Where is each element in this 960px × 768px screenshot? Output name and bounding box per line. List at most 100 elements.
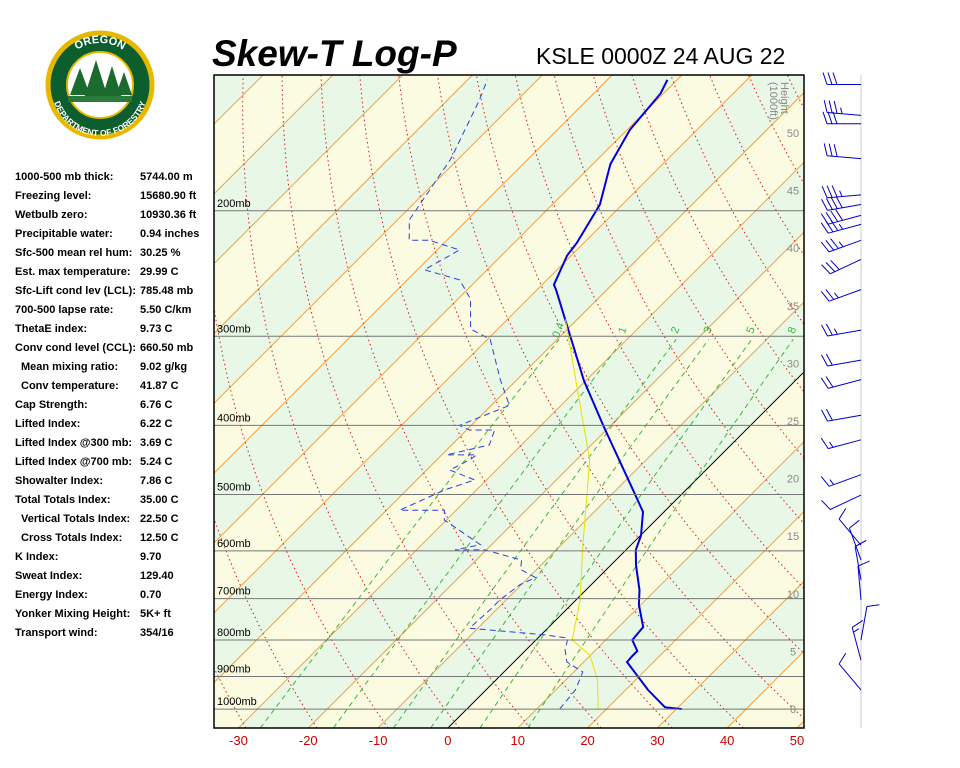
stat-label: K Index: (15, 551, 58, 563)
height-tick-label: 25 (787, 416, 799, 428)
isotherm (447, 371, 804, 728)
stat-value: 12.50 C (140, 532, 179, 544)
wind-barb (821, 353, 862, 367)
stat-value: 10930.36 ft (140, 209, 197, 221)
wind-barb (820, 376, 862, 389)
wind-barb (821, 408, 862, 422)
isotherm (214, 75, 334, 195)
dry-adiabat (943, 75, 960, 728)
wind-barb (821, 323, 862, 337)
stat-value: 41.87 C (140, 380, 179, 392)
y-tick-label: 600mb (217, 538, 251, 550)
isotherm (214, 75, 404, 265)
height-tick-label: 10 (787, 589, 799, 601)
stat-value: 6.22 C (140, 418, 172, 430)
stat-label: Showalter Index: (15, 475, 103, 487)
height-tick-label: 0 (790, 704, 796, 716)
y-tick-label: 700mb (217, 586, 251, 598)
wind-barb (838, 508, 862, 546)
wind-barb (822, 72, 861, 85)
isotherm (238, 161, 804, 728)
wind-barb (838, 652, 862, 691)
mixing-ratio-line (393, 339, 677, 728)
y-tick-label: 800mb (217, 627, 251, 639)
stat-value: 22.50 C (140, 513, 179, 525)
wind-barb (821, 196, 862, 211)
isotherm (796, 720, 804, 728)
isotherm (214, 75, 753, 614)
stat-label: Est. max temperature: (15, 266, 131, 278)
mixing-ratio-label: 5 (744, 325, 757, 335)
temperature-band (214, 75, 804, 683)
wind-barb (823, 100, 862, 116)
stat-value: 15680.90 ft (140, 190, 197, 202)
chart-subtitle: KSLE 0000Z 24 AUG 22 (536, 43, 785, 69)
isotherm (377, 301, 804, 728)
temperature-band (797, 721, 804, 728)
stat-value: 29.99 C (140, 266, 179, 278)
logo-ground (68, 96, 132, 102)
isotherm (657, 580, 804, 728)
wind-barb (820, 289, 862, 302)
stat-value: 5K+ ft (140, 608, 171, 620)
plot-area: 0.4 1 2 3 5 8 (214, 75, 960, 728)
wind-barb (860, 604, 880, 641)
mixing-ratio-label: 2 (669, 325, 682, 335)
height-tick-label: 35 (787, 301, 799, 313)
stat-value: 0.94 inches (140, 228, 199, 240)
dry-adiabat (242, 75, 460, 728)
temperature-band (214, 92, 804, 728)
wind-barb (820, 474, 862, 487)
wind-barbs (820, 72, 880, 691)
height-tick-label: 15 (787, 531, 799, 543)
dry-adiabat (398, 75, 744, 728)
x-tick-label: 50 (790, 733, 804, 748)
stat-value: 5744.00 m (140, 171, 193, 183)
stat-value: 0.70 (140, 589, 161, 601)
stat-value: 785.48 mb (140, 285, 193, 297)
height-tick-label: 30 (787, 358, 799, 370)
mixing-ratio-line (332, 339, 624, 728)
wind-barb (820, 219, 862, 234)
y-tick-label: 1000mb (217, 696, 257, 708)
isotherm (214, 75, 683, 544)
stat-value: 5.24 C (140, 456, 172, 468)
stat-label: Yonker Mixing Height: (15, 608, 130, 620)
y-tick-label: 300mb (217, 323, 251, 335)
chart-title: Skew-T Log-P (212, 33, 457, 74)
wind-barb (821, 185, 862, 199)
stat-value: 129.40 (140, 570, 174, 582)
wind-barb (823, 143, 862, 160)
stat-value: 3.69 C (140, 437, 172, 449)
logo-top-text: OREGON (73, 34, 128, 53)
mixing-ratio-label: 8 (786, 325, 799, 335)
wind-barb (854, 540, 867, 581)
dry-adiabat (670, 75, 804, 326)
dry-adiabat (865, 75, 960, 728)
wind-barb (851, 619, 864, 661)
stat-value: 660.50 mb (140, 342, 193, 354)
isotherm (307, 231, 804, 728)
wind-barb (820, 209, 862, 225)
x-tick-label: -20 (299, 733, 318, 748)
isotherm (214, 91, 804, 684)
isotherm (214, 75, 613, 474)
mixing-ratio-line (479, 339, 753, 728)
stat-label: Lifted Index @300 mb: (15, 437, 132, 449)
mixing-ratio-line (259, 339, 560, 728)
wind-barb (821, 494, 862, 510)
wind-barb (822, 111, 861, 125)
x-tick-label: 20 (580, 733, 594, 748)
stat-label: Mean mixing ratio: (21, 361, 118, 373)
wind-barb (848, 519, 862, 561)
x-tick-label: 10 (510, 733, 524, 748)
mixing-ratio-label: 1 (616, 325, 629, 335)
logo: OREGON DEPARTMENT OF FORESTRY (45, 30, 155, 140)
plot-frame (213, 74, 805, 729)
stat-value: 5.50 C/km (140, 304, 192, 316)
x-tick-label: 30 (650, 733, 664, 748)
stat-label: Sweat Index: (15, 570, 82, 582)
stat-value: 6.76 C (140, 399, 172, 411)
stat-label: Transport wind: (15, 627, 98, 639)
